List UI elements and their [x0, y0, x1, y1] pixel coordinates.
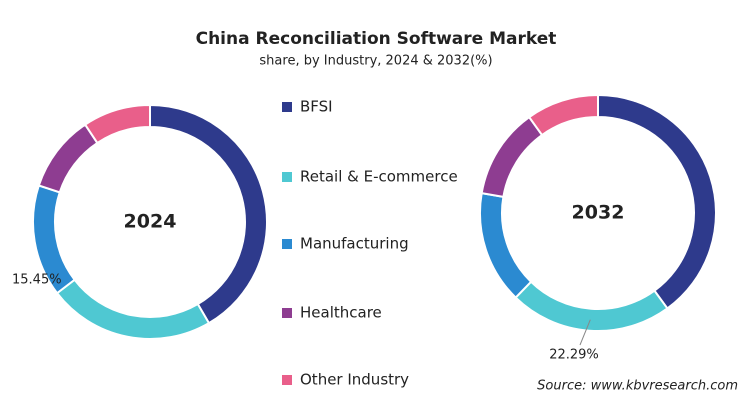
donut-segment [479, 191, 533, 299]
data-label: 22.29% [549, 348, 599, 363]
legend-swatch [282, 308, 292, 318]
legend-label: Other Industry [300, 371, 409, 389]
legend-swatch [282, 102, 292, 112]
donut-segment [55, 278, 211, 340]
legend-swatch [282, 239, 292, 249]
donut-segment [514, 280, 669, 332]
chart-subtitle: share, by Industry, 2024 & 2032(%) [259, 54, 492, 69]
legend-label: Healthcare [300, 304, 382, 322]
legend-label: Retail & E-commerce [300, 168, 458, 186]
donut-segment [480, 115, 544, 199]
donut-segment [83, 103, 151, 145]
center-label: 2032 [572, 202, 625, 224]
leader-line [579, 319, 591, 346]
legend-swatch [282, 375, 292, 385]
legend-label: BFSI [300, 98, 333, 116]
source: Source: www.kbvresearch.com [537, 379, 738, 394]
legend-label: Manufacturing [300, 235, 409, 253]
legend-swatch [282, 172, 292, 182]
center-label: 2024 [124, 211, 177, 233]
data-label: 15.45% [12, 273, 62, 288]
donut-segment [527, 93, 599, 137]
donut-segment [37, 123, 99, 194]
chart-title: China Reconciliation Software Market [196, 29, 557, 49]
